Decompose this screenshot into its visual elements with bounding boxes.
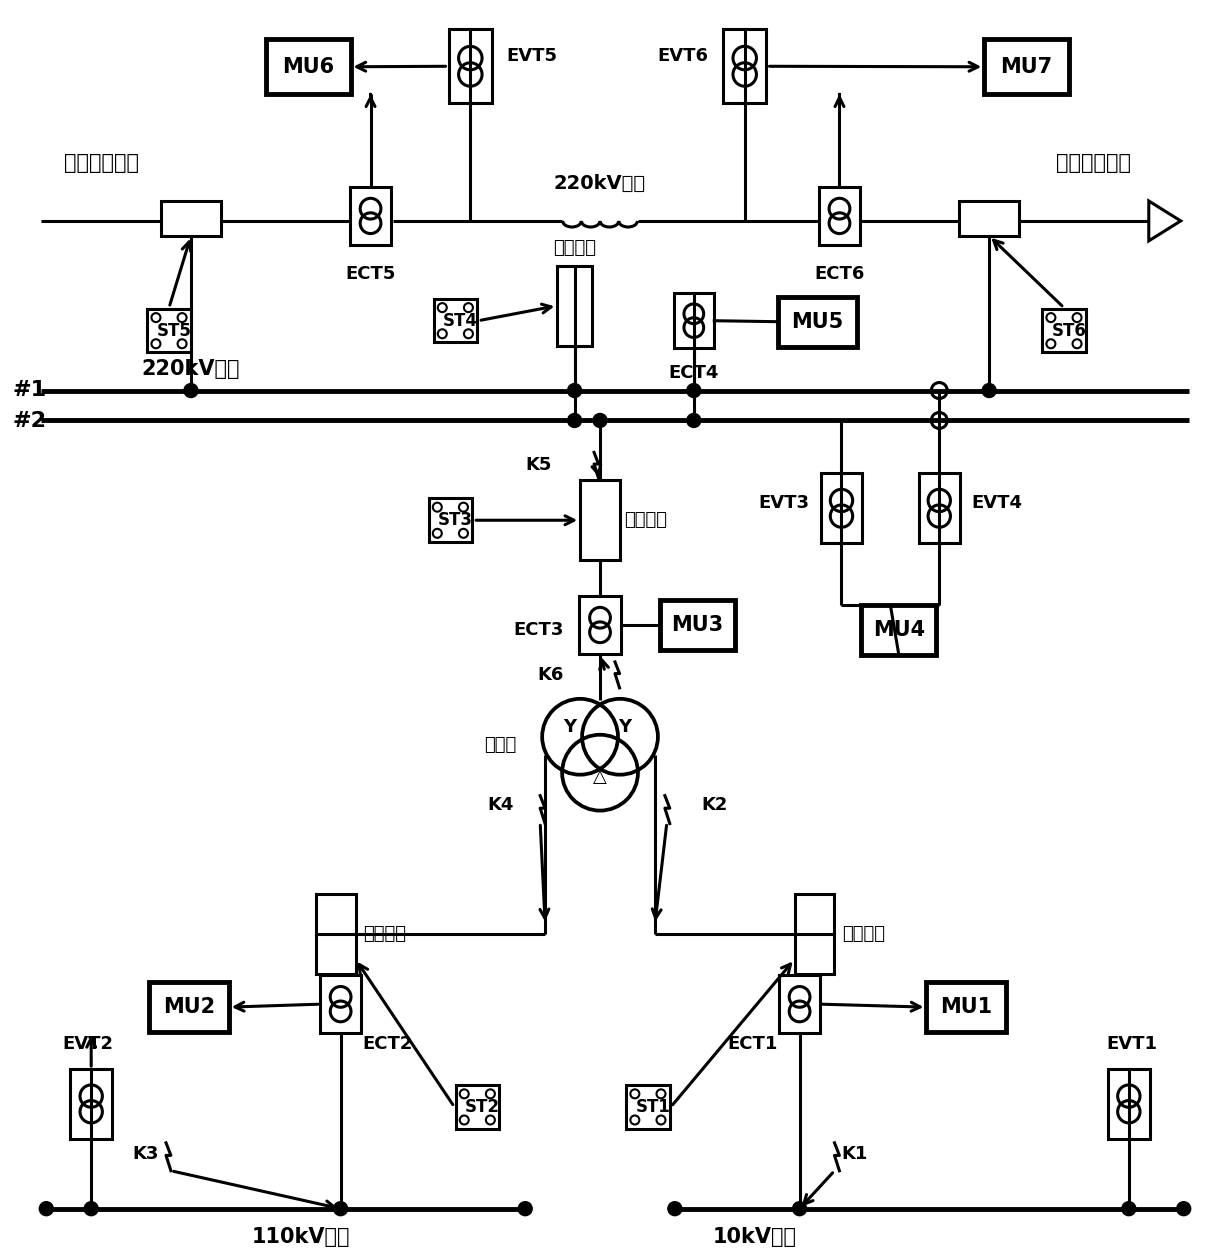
- Circle shape: [667, 1202, 682, 1216]
- Text: ECT6: ECT6: [815, 265, 865, 283]
- Bar: [433, 299, 477, 343]
- Text: ST4: ST4: [443, 311, 477, 329]
- Text: 变压器: 变压器: [485, 736, 517, 754]
- Text: K1: K1: [842, 1144, 867, 1163]
- Bar: [147, 309, 191, 353]
- Bar: [674, 294, 714, 348]
- Text: 变高开关: 变高开关: [625, 511, 667, 529]
- Text: MU7: MU7: [1000, 57, 1053, 77]
- Text: 线路对侧开关: 线路对侧开关: [1056, 153, 1131, 173]
- Text: #2: #2: [12, 412, 47, 432]
- Text: K4: K4: [487, 795, 513, 814]
- Text: EVT5: EVT5: [507, 48, 558, 65]
- Bar: [148, 982, 229, 1032]
- Text: 220kV线路: 220kV线路: [553, 173, 647, 192]
- Text: EVT4: EVT4: [972, 495, 1022, 512]
- Text: ECT1: ECT1: [728, 1035, 778, 1053]
- Bar: [1108, 1069, 1150, 1139]
- Text: K3: K3: [133, 1144, 160, 1163]
- Text: EVT6: EVT6: [658, 48, 708, 65]
- Text: MU2: MU2: [163, 997, 215, 1017]
- Text: MU6: MU6: [282, 57, 334, 77]
- Circle shape: [85, 1202, 98, 1216]
- Circle shape: [568, 383, 582, 397]
- Bar: [557, 266, 593, 345]
- Circle shape: [687, 383, 701, 397]
- Bar: [455, 1085, 499, 1129]
- Text: EVT1: EVT1: [1107, 1035, 1157, 1053]
- Circle shape: [39, 1202, 53, 1216]
- Bar: [660, 600, 735, 649]
- Text: ST6: ST6: [1052, 322, 1086, 339]
- Text: EVT2: EVT2: [63, 1035, 114, 1053]
- Text: 220kV母线: 220kV母线: [141, 359, 240, 378]
- Text: ST3: ST3: [438, 511, 472, 529]
- Text: MU3: MU3: [671, 615, 724, 636]
- Bar: [984, 39, 1069, 94]
- Bar: [428, 499, 472, 543]
- Text: K5: K5: [525, 456, 551, 475]
- Text: #1: #1: [12, 379, 47, 399]
- Bar: [919, 474, 960, 544]
- Text: MU4: MU4: [872, 620, 925, 641]
- Circle shape: [568, 413, 582, 427]
- Text: 110kV母线: 110kV母线: [252, 1227, 350, 1247]
- Bar: [161, 201, 221, 236]
- Bar: [818, 187, 860, 245]
- Bar: [821, 474, 863, 544]
- Bar: [626, 1085, 670, 1129]
- Text: 母联开关: 母联开关: [553, 239, 596, 257]
- Text: △: △: [593, 767, 607, 786]
- Text: ECT2: ECT2: [362, 1035, 413, 1053]
- Bar: [779, 976, 821, 1032]
- Bar: [266, 39, 351, 94]
- Text: MU1: MU1: [940, 997, 993, 1017]
- Text: Y: Y: [563, 717, 577, 736]
- Bar: [580, 480, 620, 560]
- Text: 10kV母线: 10kV母线: [713, 1227, 796, 1247]
- Bar: [723, 29, 767, 103]
- Text: ECT3: ECT3: [513, 620, 563, 639]
- Text: ST1: ST1: [636, 1098, 670, 1115]
- Bar: [778, 296, 858, 347]
- Text: 变中开关: 变中开关: [363, 926, 406, 943]
- Bar: [795, 894, 834, 975]
- Text: ECT5: ECT5: [345, 265, 396, 283]
- Text: ST2: ST2: [465, 1098, 499, 1115]
- Text: K6: K6: [537, 666, 563, 685]
- Text: K2: K2: [702, 795, 728, 814]
- Bar: [861, 605, 936, 654]
- Bar: [449, 29, 492, 103]
- Text: EVT3: EVT3: [758, 495, 809, 512]
- Circle shape: [184, 383, 198, 397]
- Circle shape: [793, 1202, 806, 1216]
- Bar: [315, 894, 356, 975]
- Bar: [960, 201, 1020, 236]
- Text: 变低开关: 变低开关: [843, 926, 886, 943]
- Bar: [350, 187, 391, 245]
- Bar: [1042, 309, 1086, 353]
- Text: ECT4: ECT4: [669, 363, 719, 382]
- Text: MU5: MU5: [791, 311, 844, 332]
- Bar: [320, 976, 362, 1032]
- Circle shape: [334, 1202, 347, 1216]
- Bar: [579, 597, 621, 653]
- Circle shape: [982, 383, 996, 397]
- Text: ST5: ST5: [157, 322, 191, 339]
- Bar: [70, 1069, 112, 1139]
- Text: 线路本侧开关: 线路本侧开关: [64, 153, 139, 173]
- Circle shape: [687, 413, 701, 427]
- Circle shape: [593, 413, 607, 427]
- Bar: [926, 982, 1006, 1032]
- Text: Y: Y: [618, 717, 632, 736]
- Circle shape: [1121, 1202, 1136, 1216]
- Circle shape: [518, 1202, 533, 1216]
- Circle shape: [1177, 1202, 1190, 1216]
